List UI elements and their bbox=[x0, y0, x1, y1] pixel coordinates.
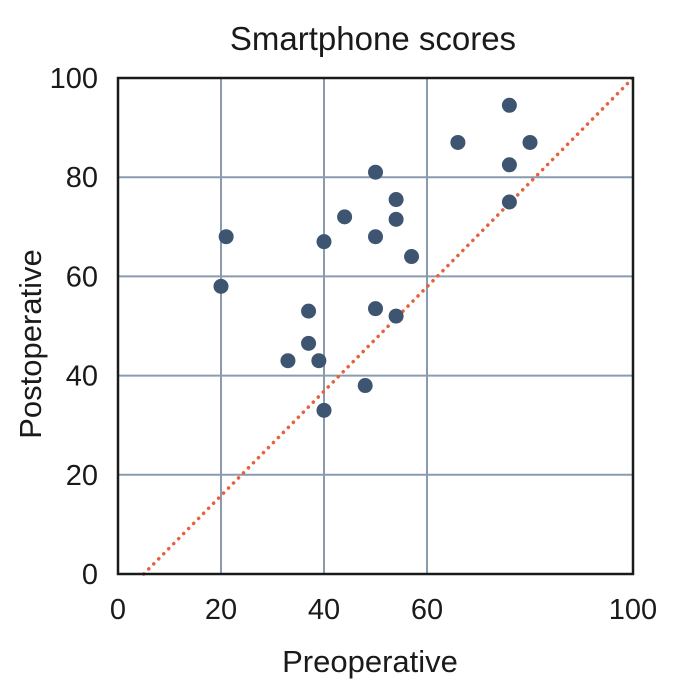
y-tick-label-100: 100 bbox=[50, 63, 98, 95]
y-tick-label-0: 0 bbox=[82, 559, 98, 591]
y-tick-label-60: 60 bbox=[66, 261, 98, 293]
x-tick-label-0: 0 bbox=[110, 594, 126, 626]
x-tick-label-60: 60 bbox=[411, 594, 443, 626]
data-point-14 bbox=[388, 192, 404, 208]
y-tick-label-80: 80 bbox=[66, 162, 98, 194]
data-point-21 bbox=[501, 194, 517, 210]
data-point-12 bbox=[368, 229, 383, 245]
grid-lines bbox=[118, 78, 633, 574]
x-axis-label: Preoperative bbox=[282, 644, 458, 679]
reference-line-group bbox=[142, 76, 635, 576]
data-point-19 bbox=[501, 97, 517, 113]
x-tick-labels: 0 20 40 60 100 bbox=[110, 594, 657, 626]
data-point-4 bbox=[301, 303, 317, 319]
data-point-5 bbox=[301, 335, 317, 351]
data-point-16 bbox=[388, 308, 404, 324]
reference-line bbox=[142, 76, 635, 576]
data-point-15 bbox=[388, 211, 404, 227]
x-tick-label-40: 40 bbox=[308, 594, 340, 626]
data-point-6 bbox=[311, 353, 327, 369]
data-point-7 bbox=[316, 234, 332, 250]
y-tick-label-40: 40 bbox=[66, 361, 98, 393]
plot-frame bbox=[116, 76, 635, 576]
data-point-10 bbox=[357, 378, 373, 394]
data-points bbox=[213, 97, 538, 418]
data-point-1 bbox=[218, 229, 234, 245]
data-point-20 bbox=[501, 157, 517, 173]
data-point-11 bbox=[368, 164, 383, 180]
y-tick-label-20: 20 bbox=[66, 460, 98, 492]
x-tick-label-20: 20 bbox=[205, 594, 237, 626]
x-tick-label-100: 100 bbox=[609, 594, 657, 626]
y-axis-label: Postoperative bbox=[13, 249, 48, 439]
data-point-18 bbox=[450, 134, 466, 150]
data-point-8 bbox=[316, 402, 332, 418]
data-point-9 bbox=[337, 209, 353, 225]
y-tick-labels: 0 20 40 60 80 100 bbox=[50, 63, 98, 591]
data-point-2 bbox=[213, 278, 229, 294]
chart-title: Smartphone scores bbox=[230, 20, 516, 57]
data-point-22 bbox=[522, 134, 538, 150]
data-point-17 bbox=[404, 249, 420, 265]
data-point-3 bbox=[280, 353, 296, 369]
data-point-13 bbox=[368, 301, 383, 317]
